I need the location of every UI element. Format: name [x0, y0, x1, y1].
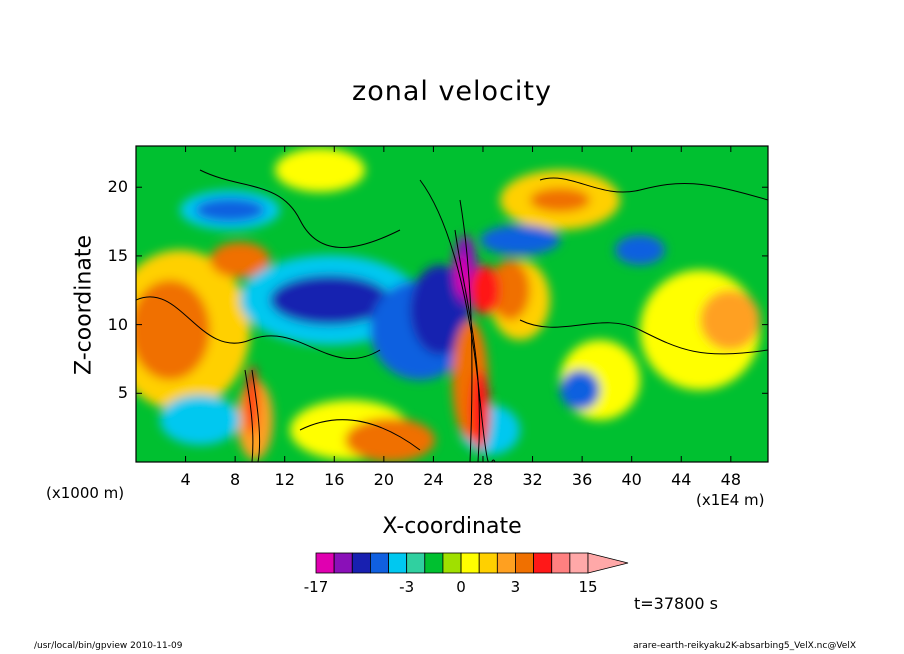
footer-right: arare-earth-reikyaku2K-absarbing5_VelX.n…	[633, 641, 856, 651]
colorbar-tick-label: 3	[510, 578, 521, 596]
chart-title: zonal velocity	[352, 76, 552, 107]
x-axis-ticks	[185, 146, 732, 462]
x-tick-label: 36	[571, 470, 593, 489]
colorbar-swatch	[515, 552, 535, 574]
x-tick-label: 40	[621, 470, 642, 489]
colorbar	[315, 552, 629, 574]
colorbar-swatch	[406, 552, 426, 574]
y-axis-ticks	[136, 186, 768, 394]
colorbar-swatch	[496, 552, 516, 574]
y-axis-label: Z-coordinate	[71, 235, 97, 375]
y-tick-label: 10	[107, 314, 128, 334]
colorbar-tick-label: -3	[399, 578, 415, 596]
x-tick-label: 44	[671, 470, 692, 489]
x-tick-label: 20	[373, 470, 395, 489]
x-tick-label: 32	[522, 470, 543, 489]
y-tick-label: 20	[107, 177, 128, 197]
x-tick-label: 16	[324, 470, 345, 489]
x-scale-note: (x1E4 m)	[696, 491, 765, 509]
footer-left: /usr/local/bin/gpview 2010-11-09	[34, 641, 183, 651]
field-blobs	[136, 148, 760, 462]
x-tick-label: 12	[274, 470, 295, 489]
colorbar-tick-label: 0	[456, 578, 466, 596]
colorbar-swatch	[333, 552, 353, 574]
colorbar-swatch	[388, 552, 408, 574]
x-tick-label: 24	[423, 470, 444, 489]
time-label: t=37800 s	[634, 594, 718, 613]
colorbar-swatch	[369, 552, 389, 574]
y-tick-label: 5	[117, 383, 128, 403]
colorbar-swatch	[442, 552, 462, 574]
colorbar-swatch	[533, 552, 553, 574]
x-axis-label: X-coordinate	[382, 514, 522, 539]
x-tick-label: 8	[230, 470, 241, 489]
colorbar-swatch	[569, 552, 589, 574]
contour-field	[136, 146, 768, 462]
colorbar-swatch	[478, 552, 498, 574]
colorbar-swatch	[551, 552, 571, 574]
colorbar-extend-arrow	[587, 552, 629, 574]
x-tick-label: 48	[720, 470, 741, 489]
colorbar-swatch	[351, 552, 371, 574]
x-tick-label: 28	[472, 470, 494, 489]
colorbar-tick-label: 15	[578, 578, 598, 596]
colorbar-tick-label: -17	[303, 578, 329, 596]
x-unit-note: (x1000 m)	[46, 484, 125, 502]
colorbar-swatch	[460, 552, 480, 574]
y-tick-label: 15	[107, 245, 128, 265]
plot-frame	[135, 145, 769, 463]
colorbar-swatch	[424, 552, 444, 574]
colorbar-swatch	[315, 552, 335, 574]
contour-lines	[136, 169, 768, 462]
x-tick-label: 4	[180, 470, 191, 489]
